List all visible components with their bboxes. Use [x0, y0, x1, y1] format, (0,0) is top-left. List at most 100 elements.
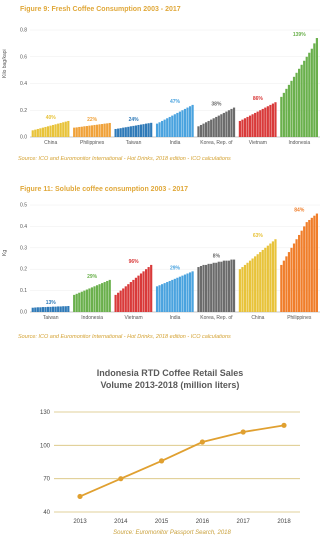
bar	[93, 286, 96, 312]
bar	[207, 263, 210, 312]
bar-data-label: 29%	[87, 274, 98, 280]
bar	[215, 116, 218, 137]
x-tick-label: Vietnam	[124, 315, 142, 321]
bar	[36, 128, 39, 137]
bar	[137, 275, 140, 312]
bar	[129, 282, 132, 312]
bar	[310, 217, 313, 312]
data-point	[240, 429, 246, 435]
bar	[264, 247, 267, 312]
bar	[114, 128, 117, 137]
bar-data-label: 139%	[293, 32, 306, 38]
bar	[166, 282, 169, 312]
bar	[287, 252, 291, 312]
bar	[132, 125, 135, 137]
bar	[134, 125, 138, 137]
bar	[282, 260, 285, 312]
data-point	[199, 439, 205, 445]
bar	[186, 107, 189, 137]
bar	[46, 306, 50, 312]
bar	[207, 120, 210, 137]
bar	[238, 120, 241, 137]
bar	[183, 274, 187, 312]
bar	[168, 280, 171, 312]
y-tick-label: 0.0	[20, 135, 27, 141]
bar	[117, 292, 120, 312]
bar	[95, 285, 99, 312]
bar	[80, 126, 83, 137]
bar	[305, 56, 308, 137]
bar	[202, 123, 205, 137]
bar	[232, 107, 236, 137]
bar	[251, 114, 254, 137]
data-point	[159, 458, 165, 464]
bar	[300, 230, 303, 312]
soluble-coffee-chart-svg: Figure 11: Soluble coffee consumption 20…	[2, 186, 320, 340]
y-tick-label: 40	[43, 510, 50, 516]
bar	[300, 64, 303, 137]
x-tick-label: Korea, Rep. of	[200, 140, 233, 146]
y-tick-label: 130	[40, 410, 51, 416]
y-tick-label: 0.4	[20, 81, 27, 87]
bar	[158, 122, 161, 137]
bar	[147, 123, 150, 137]
bar	[124, 127, 127, 137]
bar	[122, 127, 125, 137]
bar	[155, 123, 159, 137]
bar	[261, 108, 264, 137]
bar	[98, 284, 101, 312]
bar-data-label: 8%	[213, 254, 221, 260]
bar-data-label: 47%	[170, 99, 181, 105]
bar	[88, 288, 91, 312]
chart-title-line-1: Indonesia RTD Coffee Retail Sales	[97, 368, 244, 378]
bar	[39, 128, 42, 137]
bar	[210, 119, 213, 137]
bar	[199, 265, 203, 312]
bar-data-label: 86%	[253, 96, 264, 102]
bar	[251, 258, 254, 312]
bar	[106, 123, 109, 137]
bar	[142, 124, 145, 137]
y-tick-label: 0.2	[20, 108, 27, 114]
bar	[287, 84, 291, 137]
data-point	[77, 493, 83, 500]
bar	[122, 288, 125, 312]
bar	[83, 290, 86, 312]
x-tick-label: 2017	[237, 519, 251, 525]
bar	[67, 120, 70, 137]
bar	[124, 286, 127, 312]
bar	[75, 293, 78, 312]
bar	[166, 118, 169, 137]
bar-area: 0.5 0.4 0.3 0.2 0.1 0.0 13% Taiwan 29% Indonesia 9…	[20, 203, 320, 321]
bar	[308, 52, 311, 137]
bar	[264, 107, 267, 137]
bar-data-label: 84%	[294, 208, 305, 214]
bar	[34, 129, 37, 137]
bar	[303, 226, 306, 312]
bar	[98, 124, 101, 137]
y-tick-label: 0.4	[20, 224, 27, 230]
bar	[274, 102, 277, 137]
chart-title-line-2: Volume 2013-2018 (million liters)	[101, 380, 240, 390]
x-tick-label: Korea, Rep. of	[200, 315, 233, 321]
y-tick-label: 0.0	[20, 310, 27, 316]
bar	[191, 104, 194, 137]
bar	[62, 122, 65, 137]
bar	[78, 292, 81, 312]
bar	[49, 125, 52, 137]
bar	[95, 124, 99, 137]
bar	[217, 261, 220, 312]
x-tick-label: India	[170, 140, 181, 146]
bar	[188, 272, 192, 312]
bar	[285, 88, 288, 137]
bar	[145, 123, 148, 137]
bar	[117, 128, 120, 137]
bar	[57, 123, 60, 137]
bar	[222, 112, 225, 137]
chart-title: Figure 11: Soluble coffee consumption 20…	[20, 186, 188, 193]
bar	[119, 128, 122, 137]
bar	[57, 306, 60, 312]
bar	[64, 306, 67, 312]
bar	[73, 294, 76, 312]
x-tick-label: 2018	[277, 519, 291, 525]
